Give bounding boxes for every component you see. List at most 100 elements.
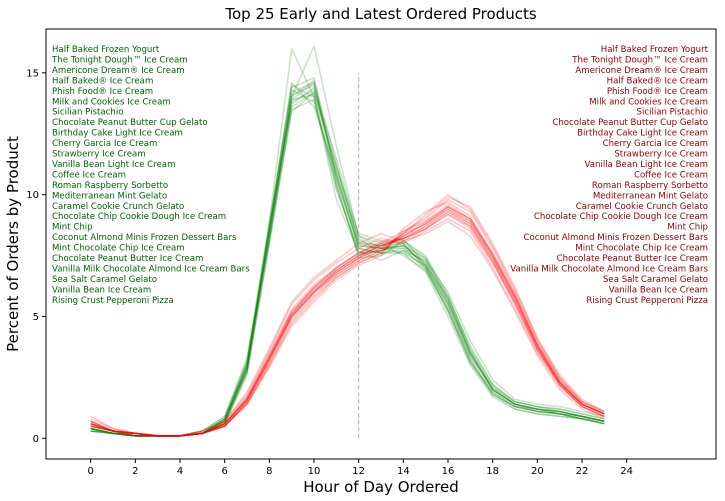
early-series-line-1 [90,81,605,437]
y-tick-label: 0 [33,434,39,445]
late-series-line-5 [90,218,605,437]
y-tick-label: 10 [26,190,39,201]
late-product-label: The Tonight Dough™ Ice Cream [571,55,708,65]
early-product-label: Half Baked Frozen Yogurt [52,45,160,55]
late-product-label: Sea Salt Caramel Gelato [603,275,708,285]
late-product-label: Vanilla Bean Light Ice Cream [585,160,708,170]
x-tick-label: 16 [442,466,455,477]
late-product-label: Americone Dream® Ice Cream [575,66,708,76]
early-series-line-8 [90,81,605,437]
late-product-label: Caramel Cookie Crunch Gelato [576,202,708,212]
late-product-label: Rising Crust Pepperoni Pizza [586,296,708,306]
x-axis-title: Hour of Day Ordered [303,478,459,496]
early-series-line-5 [90,76,605,437]
late-product-label: Vanilla Bean Ice Cream [609,285,708,295]
x-tick-label: 24 [620,466,633,477]
late-product-label: Coffee Ice Cream [634,170,708,180]
early-product-label: Coconut Almond Minis Frozen Dessert Bars [52,233,237,243]
early-product-label: Rising Crust Pepperoni Pizza [52,296,174,306]
late-product-label: Mint Chocolate Chip Ice Cream [575,244,708,254]
early-product-label: Milk and Cookies Ice Cream [52,97,171,107]
late-product-label: Cherry Garcia Ice Cream [603,139,708,149]
early-product-label: Birthday Cake Light Ice Cream [52,129,183,139]
x-tick-label: 2 [132,466,138,477]
plot-frame [45,28,717,460]
x-tick-label: 22 [576,466,589,477]
late-series-line-2 [90,213,605,437]
early-series-line-13 [90,79,605,437]
early-product-label: Mediterranean Mint Gelato [52,191,167,201]
late-product-label: Vanilla Milk Chocolate Almond Ice Cream … [510,264,708,274]
x-tick-label: 0 [87,466,93,477]
late-product-label: Half Baked Frozen Yogurt [601,45,709,55]
y-tick-label: 5 [33,312,39,323]
late-series-line-6 [90,193,605,437]
late-product-label: Mint Chip [667,223,708,233]
x-tick-label: 10 [308,466,321,477]
late-product-label: Sicilian Pistachio [637,108,709,118]
late-series-line-3 [90,198,605,437]
late-product-label: Half Baked® Ice Cream [607,76,708,86]
early-series-line-2 [90,91,605,437]
late-product-label: Strawberry Ice Cream [614,150,708,160]
early-product-label: Roman Raspberry Sorbetto [52,181,168,191]
x-tick-label: 12 [352,466,365,477]
y-tick-label: 15 [26,68,39,79]
late-product-label: Coconut Almond Minis Frozen Dessert Bars [524,233,709,243]
late-series-line-1 [90,206,605,437]
early-product-label: Americone Dream® Ice Cream [52,66,185,76]
late-series-line-10 [90,220,605,437]
early-series-line-16 [90,81,605,437]
series-layer [90,45,605,437]
early-series-line-10 [90,84,605,437]
early-product-label: Vanilla Milk Chocolate Almond Ice Cream … [52,264,250,274]
late-product-label: Chocolate Peanut Butter Cup Gelato [552,118,708,128]
early-product-label: Cherry Garcia Ice Cream [52,139,157,149]
late-product-label: Chocolate Chip Cookie Dough Ice Cream [534,212,708,222]
early-series-line-6 [90,89,605,437]
chart-title: Top 25 Early and Latest Ordered Products [224,5,536,23]
x-tick-label: 14 [397,466,410,477]
early-series-line-15 [90,84,605,437]
late-product-label: Mediterranean Mint Gelato [593,191,708,201]
early-series-line-4 [90,45,605,437]
late-series-line-8 [90,210,605,437]
early-product-label: Phish Food® Ice Cream [52,87,153,97]
late-product-label: Phish Food® Ice Cream [607,87,708,97]
late-series-line-4 [90,208,605,437]
late-product-label: Birthday Cake Light Ice Cream [577,129,708,139]
x-tick-label: 4 [177,466,183,477]
early-product-label: Vanilla Bean Ice Cream [52,285,151,295]
late-series-line-13 [90,210,605,437]
early-product-label: Caramel Cookie Crunch Gelato [52,202,184,212]
late-product-label: Roman Raspberry Sorbetto [592,181,708,191]
late-series-line-14 [90,208,605,437]
early-product-label: Chocolate Chip Cookie Dough Ice Cream [52,212,226,222]
early-series-line-14 [90,91,605,437]
early-product-label: Strawberry Ice Cream [52,150,146,160]
x-tick-label: 6 [221,466,227,477]
late-product-label: Chocolate Peanut Butter Ice Cream [557,254,708,264]
x-tick-label: 8 [266,466,272,477]
early-product-label: Vanilla Bean Light Ice Cream [52,160,175,170]
early-product-label: Chocolate Peanut Butter Ice Cream [52,254,203,264]
early-product-label: Half Baked® Ice Cream [52,76,153,86]
late-series-line-11 [90,206,605,437]
early-series-line-12 [90,89,605,437]
late-series-line-12 [90,196,605,437]
late-product-label: Milk and Cookies Ice Cream [589,97,708,107]
early-product-label: Sea Salt Caramel Gelato [52,275,157,285]
early-series-line-7 [90,98,605,437]
early-series-line-9 [90,94,605,437]
y-axis-title: Percent of Orders by Product [4,136,22,352]
x-tick-label: 20 [531,466,544,477]
late-series-line-7 [90,201,605,437]
early-series-line-11 [90,86,605,437]
early-product-label: The Tonight Dough™ Ice Cream [51,55,188,65]
early-product-label: Sicilian Pistachio [52,108,124,118]
early-product-label: Mint Chip [52,223,93,233]
